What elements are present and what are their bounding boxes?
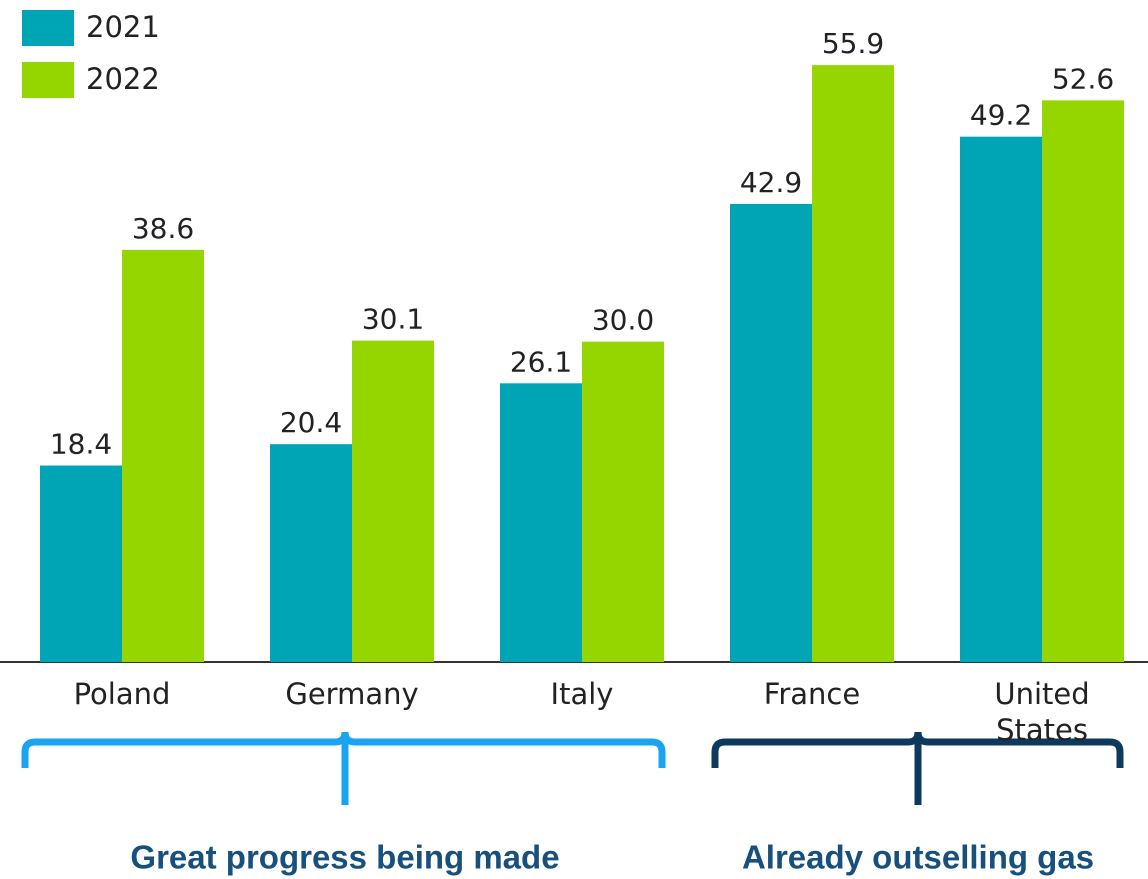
bar: [960, 136, 1042, 663]
data-label: 30.0: [592, 304, 654, 337]
bar: [730, 203, 812, 662]
bracket: [21, 731, 666, 768]
legend-swatch: [22, 62, 74, 98]
bar: [40, 465, 122, 662]
legend-label: 2022: [86, 62, 160, 96]
bar: [352, 340, 434, 662]
data-label: 42.9: [740, 166, 802, 199]
bar: [1042, 100, 1124, 663]
x-tick-label: United States: [994, 677, 1090, 747]
bar: [500, 383, 582, 662]
legend-label: 2021: [86, 10, 160, 44]
bar: [812, 65, 894, 662]
x-tick-label: Germany: [285, 677, 419, 711]
data-label: 52.6: [1052, 62, 1114, 95]
legend-swatch: [22, 10, 74, 46]
annotation: Already outselling gas: [742, 839, 1094, 876]
data-label: 20.4: [280, 406, 342, 439]
data-label: 26.1: [510, 345, 572, 378]
x-tick-label: Italy: [550, 677, 614, 711]
bracket: [711, 731, 1124, 768]
bar: [582, 341, 664, 662]
data-label: 18.4: [50, 428, 112, 461]
annotation: Great progress being made: [130, 839, 559, 876]
data-label: 30.1: [362, 303, 424, 336]
data-label: 38.6: [132, 212, 194, 245]
data-label: 49.2: [970, 99, 1032, 132]
x-tick-label: Poland: [73, 677, 171, 711]
bar: [270, 444, 352, 662]
bar: [122, 249, 204, 662]
data-label: 55.9: [822, 27, 884, 60]
x-tick-label: France: [763, 677, 861, 711]
